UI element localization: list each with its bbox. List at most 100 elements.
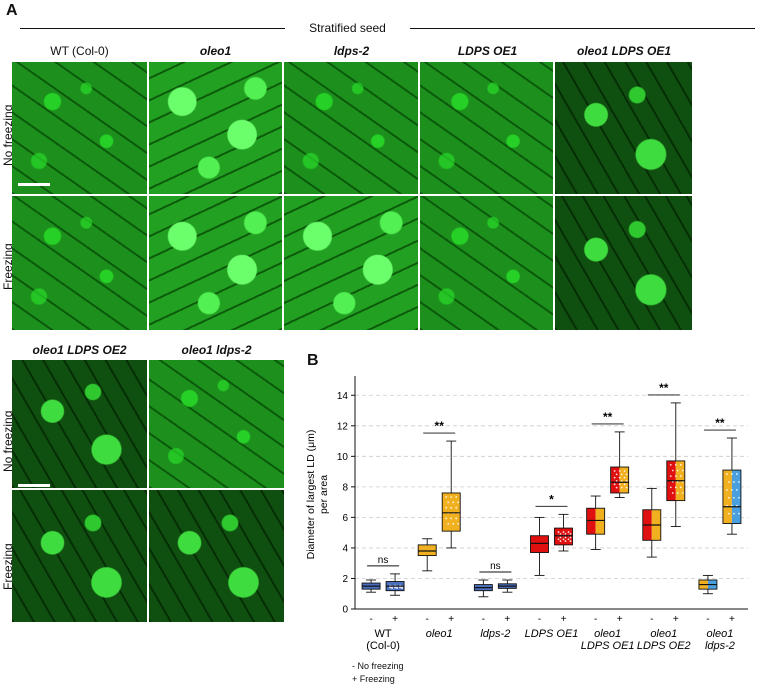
panel-letter-b: B: [307, 352, 319, 369]
data-dot: [738, 481, 740, 483]
scale-bar: [18, 183, 50, 186]
data-dot: [625, 473, 628, 476]
data-dot: [676, 492, 679, 494]
group-label: LDPS OE1: [581, 640, 635, 652]
data-dot: [615, 480, 618, 482]
y-tick-label: 14: [337, 391, 349, 402]
data-dot: [445, 506, 448, 509]
box: [441, 492, 461, 532]
data-dot: [447, 501, 450, 504]
data-dot: [450, 517, 453, 520]
condition-label: +: [504, 614, 510, 625]
data-dot: [452, 501, 455, 504]
data-dot: [738, 512, 740, 515]
y-tick-label: 12: [337, 421, 349, 432]
data-dot: [728, 512, 730, 515]
data-dot: [615, 473, 618, 476]
group-label: ldps-2: [705, 640, 735, 652]
y-tick-label: 10: [337, 452, 349, 463]
box-fill: [418, 544, 437, 556]
data-dot: [396, 587, 398, 590]
box-fill-left: [610, 467, 620, 493]
data-dot: [557, 538, 560, 541]
data-dot: [620, 486, 623, 489]
y-tick-label: 2: [342, 574, 348, 585]
micrograph-oleo1-ldps-oe2-freezing: [12, 490, 147, 622]
y-tick-label: 8: [342, 482, 348, 493]
scale-bar-2: [18, 484, 50, 487]
data-dot: [457, 501, 460, 504]
box: [610, 466, 630, 494]
data-dot: [733, 481, 735, 483]
data-dot: [557, 531, 560, 533]
data-dot: [669, 475, 672, 478]
data-dot: [620, 473, 623, 476]
data-dot: [564, 532, 567, 535]
condition-label: +: [561, 614, 567, 625]
box: [722, 469, 742, 524]
data-dot: [391, 587, 393, 590]
data-dot: [674, 475, 677, 478]
box-fill-right: [731, 470, 741, 524]
data-dot: [401, 587, 403, 590]
data-dot: [681, 469, 684, 472]
box: [530, 535, 549, 553]
condition-label: +: [392, 614, 398, 625]
panel-header: Stratified seed: [309, 21, 386, 35]
col-label-oleo1-ldps-oe2: oleo1 LDPS OE2: [32, 343, 127, 357]
data-dot: [455, 496, 458, 498]
col-label-oleo1: oleo1: [199, 44, 232, 58]
data-dot: [671, 469, 674, 472]
significance-label: **: [603, 410, 613, 424]
data-dot: [674, 486, 677, 489]
box: [417, 544, 437, 557]
micrograph-oleo1-ldps-oe1-freezing: [555, 196, 692, 330]
y-tick-label: 0: [342, 605, 348, 616]
data-dot: [562, 531, 565, 533]
condition-label: -: [426, 614, 429, 625]
data-dot: [559, 540, 562, 542]
col-label-oleo1-ldps2: oleo1 ldps-2: [181, 343, 252, 357]
data-dot: [679, 464, 682, 466]
condition-label: -: [482, 614, 485, 625]
micrograph-ldps2-freezing: [284, 196, 418, 330]
data-dot: [445, 496, 448, 498]
col-label-ldps2: ldps-2: [333, 44, 370, 58]
data-dot: [389, 586, 391, 589]
data-dot: [618, 470, 621, 472]
data-dot: [613, 476, 616, 479]
header-line-left: [20, 28, 285, 29]
box-fill-left: [722, 470, 732, 524]
group-label: oleo1: [426, 628, 453, 640]
group-label: WT: [375, 628, 392, 640]
col-label-wt: WT (Col-0): [50, 44, 109, 58]
data-dot: [733, 512, 735, 515]
data-dot: [736, 473, 738, 475]
box: [586, 507, 606, 535]
data-dot: [615, 486, 618, 489]
data-dot: [613, 470, 616, 472]
data-dot: [567, 538, 570, 541]
data-dot: [731, 488, 733, 491]
micrograph-oleo1-ldps-oe2-no-freezing: [12, 360, 147, 488]
data-dot: [726, 488, 728, 491]
data-dot: [457, 522, 460, 525]
data-dot: [728, 496, 730, 499]
data-dot: [564, 540, 567, 542]
col-label-ldps-oe1: LDPS OE1: [457, 44, 518, 58]
micrograph-wt-no-freezing: [12, 62, 147, 194]
data-dot: [559, 536, 562, 539]
data-dot: [676, 469, 679, 472]
legend-freezing: + Freezing: [352, 674, 395, 684]
data-dot: [559, 532, 562, 535]
significance-label: ns: [378, 555, 389, 566]
box-fill-right: [619, 467, 629, 493]
data-dot: [618, 476, 621, 479]
micrograph-ldps-oe1-no-freezing: [420, 62, 553, 194]
data-dot: [669, 486, 672, 489]
data-dot: [394, 586, 396, 589]
significance-label: **: [715, 416, 725, 430]
data-dot: [569, 540, 572, 542]
condition-label: +: [729, 614, 735, 625]
data-dot: [569, 536, 572, 539]
